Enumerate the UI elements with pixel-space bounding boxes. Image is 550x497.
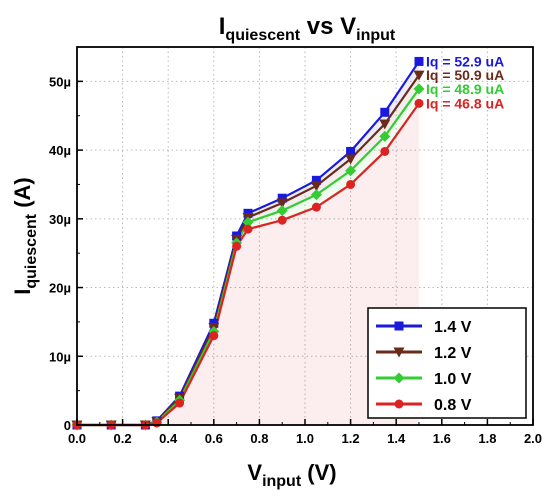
annotation-1-2-v: Iq = 50.9 uA xyxy=(426,67,504,83)
y-tick-label: 50µ xyxy=(49,74,71,89)
chart-title: Iquiescent vs Vinput xyxy=(219,13,396,44)
x-tick-label: 1.6 xyxy=(433,431,451,446)
data-point-1-4-v xyxy=(311,175,321,185)
gridlines xyxy=(77,47,533,425)
data-point-0-8-v xyxy=(209,331,219,341)
annotation-1-0-v: Iq = 48.9 uA xyxy=(426,81,504,97)
data-point-1-2-v xyxy=(413,70,425,81)
legend-label: 1.4 V xyxy=(434,319,472,336)
x-tick-label: 2.0 xyxy=(524,431,542,446)
data-point-1-4-v xyxy=(380,107,390,117)
series-fills xyxy=(77,61,419,426)
x-tick-label: 0.0 xyxy=(68,431,86,446)
x-tick-label: 1.2 xyxy=(342,431,360,446)
plot-area: 0.0 0.2 0.4 0.6 0.8 1.0 1.2 1.4 1.6 1.8 2.0 0 10µ 20µ… xyxy=(49,46,542,446)
data-point-0-8-v xyxy=(277,215,287,225)
data-point-1-2-v xyxy=(379,119,391,130)
x-tick-label: 0.4 xyxy=(159,431,178,446)
data-point-1-2-v xyxy=(345,154,357,165)
data-point-1-0-v xyxy=(379,130,391,142)
x-tick-label: 1.4 xyxy=(387,431,406,446)
y-tick-label: 0 xyxy=(64,418,71,433)
annotation-1-4-v: Iq = 52.9 uA xyxy=(426,53,504,69)
legend-entry-1-0-v: 1.0 V xyxy=(376,371,472,388)
data-point-1-2-v xyxy=(276,198,288,209)
x-tick-label: 0.6 xyxy=(205,431,223,446)
data-point-0-8-v xyxy=(152,418,162,428)
y-axis-title: Iquiescent (A) xyxy=(10,177,40,294)
data-point-0-8-v xyxy=(380,146,390,156)
series-fill xyxy=(77,103,419,426)
y-tick-label: 20µ xyxy=(49,281,71,296)
axis-ticks: 0.0 0.2 0.4 0.6 0.8 1.0 1.2 1.4 1.6 1.8 2.0 0 10µ 20µ… xyxy=(49,74,542,446)
legend-marker xyxy=(394,321,404,331)
data-point-1-2-v xyxy=(310,181,322,192)
legend-entry-1-4-v: 1.4 V xyxy=(376,319,472,336)
legend-label: 1.2 V xyxy=(434,345,472,362)
legend-entry-1-2-v: 1.2 V xyxy=(376,345,472,362)
x-tick-label: 1.8 xyxy=(478,431,496,446)
x-axis-title: Vinput (V) xyxy=(247,460,336,490)
legend-marker xyxy=(394,399,404,409)
y-tick-label: 40µ xyxy=(49,143,71,158)
legend-entry-0-8-v: 0.8 V xyxy=(376,397,472,414)
legend-marker xyxy=(393,347,405,358)
data-point-0-8-v xyxy=(414,98,424,108)
data-point-1-4-v xyxy=(346,146,356,156)
data-point-0-8-v xyxy=(346,179,356,189)
data-point-1-4-v xyxy=(414,56,424,66)
x-tick-label: 1.0 xyxy=(296,431,314,446)
data-point-1-4-v xyxy=(277,193,287,203)
x-tick-label: 0.8 xyxy=(250,431,268,446)
data-point-1-0-v xyxy=(310,189,322,201)
data-point-0-8-v xyxy=(243,224,253,234)
y-tick-label: 30µ xyxy=(49,212,71,227)
data-point-1-0-v xyxy=(345,165,357,177)
legend-marker xyxy=(393,372,405,384)
legend-label: 0.8 V xyxy=(434,397,472,414)
legend-label: 1.0 V xyxy=(434,371,472,388)
y-tick-label: 10µ xyxy=(49,349,71,364)
data-point-1-0-v xyxy=(242,216,254,228)
annotation-0-8-v: Iq = 46.8 uA xyxy=(426,95,504,111)
data-point-0-8-v xyxy=(232,241,242,251)
data-point-1-0-v xyxy=(413,83,425,95)
data-point-1-0-v xyxy=(276,205,288,217)
data-point-0-8-v xyxy=(175,398,185,408)
data-point-0-8-v xyxy=(311,202,321,212)
legend: 1.4 V 1.2 V 1.0 V 0.8 V xyxy=(367,307,527,419)
x-tick-label: 0.2 xyxy=(114,431,132,446)
